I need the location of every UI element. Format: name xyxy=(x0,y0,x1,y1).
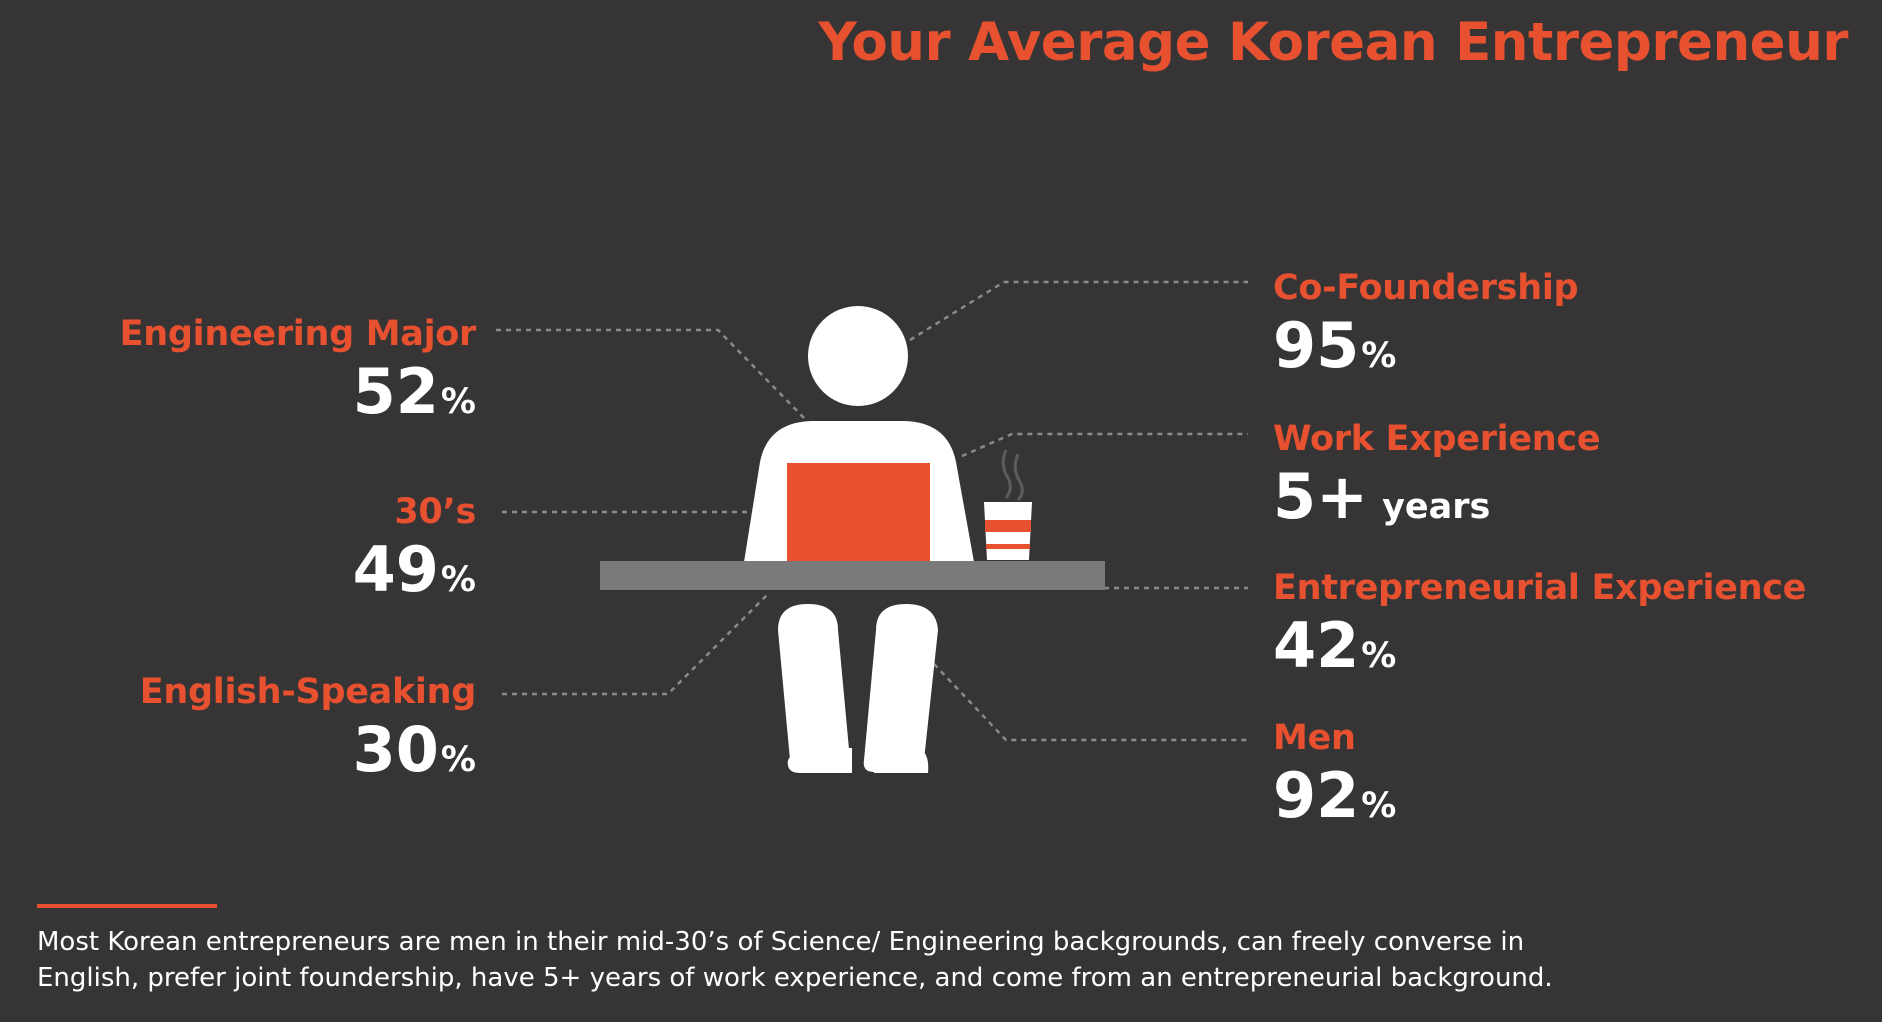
stat-entrepreneurial-experience: Entrepreneurial Experience 42% xyxy=(1273,566,1806,698)
coffee-cup-body xyxy=(984,502,1032,560)
stat-number: 30 xyxy=(352,713,439,786)
stat-number: 92 xyxy=(1273,759,1360,832)
stat-label: Engineering Major xyxy=(119,314,477,354)
stat-unit: % xyxy=(1361,786,1397,826)
stat-number: 52 xyxy=(352,355,439,428)
laptop-icon xyxy=(787,463,930,562)
person-icon xyxy=(744,306,974,773)
stat-value: 5+ years xyxy=(1273,461,1600,549)
stat-unit: % xyxy=(440,560,476,600)
stat-label: Co-Foundership xyxy=(1273,268,1579,308)
person-right-foot xyxy=(874,748,929,773)
stat-label: Work Experience xyxy=(1273,419,1601,459)
stat-men: Men 92% xyxy=(1273,716,1396,848)
stat-label: 30’s xyxy=(394,492,476,532)
stat-number: 5+ xyxy=(1273,460,1369,533)
person-right-leg xyxy=(863,604,938,772)
stat-value: 42% xyxy=(1273,610,1806,698)
stat-value: 49% xyxy=(353,534,476,622)
stat-number: 42 xyxy=(1273,609,1360,682)
coffee-steam xyxy=(1001,449,1012,499)
person-torso xyxy=(744,421,974,562)
person-left-leg xyxy=(778,604,851,772)
stat-age-30s: 30’s 49% xyxy=(353,490,477,622)
stat-unit: % xyxy=(440,740,476,780)
stat-unit: % xyxy=(1361,636,1397,676)
stat-label: English-Speaking xyxy=(139,672,477,712)
stat-work-experience: Work Experience 5+ years xyxy=(1273,417,1601,549)
stat-unit: years xyxy=(1382,487,1491,527)
stat-unit: % xyxy=(440,382,476,422)
stat-value: 30% xyxy=(140,714,476,802)
stat-number: 95 xyxy=(1273,309,1360,382)
coffee-steam xyxy=(1013,453,1024,502)
leader-lines xyxy=(496,280,1248,742)
leader-line-engineering-major xyxy=(496,328,807,421)
footer-summary: Most Korean entrepreneurs are men in the… xyxy=(37,927,1553,993)
stat-label: Men xyxy=(1273,718,1356,758)
leader-line-men xyxy=(933,663,1248,742)
coffee-cup-icon xyxy=(984,449,1032,560)
page-title: Your Average Korean Entrepreneur xyxy=(818,12,1848,73)
coffee-cup-stripe xyxy=(985,520,1031,532)
stat-number: 49 xyxy=(352,533,439,606)
stat-value: 92% xyxy=(1273,760,1396,848)
leader-line-work-experience xyxy=(961,432,1248,458)
stat-value: 52% xyxy=(120,356,476,444)
stat-engineering-major: Engineering Major 52% xyxy=(119,312,477,444)
stat-unit: % xyxy=(1361,336,1397,376)
stat-english-speaking: English-Speaking 30% xyxy=(139,670,477,802)
stat-value: 95% xyxy=(1273,310,1578,398)
person-head xyxy=(808,306,908,406)
coffee-cup-stripe xyxy=(986,544,1030,549)
person-left-foot xyxy=(787,748,852,773)
stat-label: Entrepreneurial Experience xyxy=(1273,568,1807,608)
desk-icon xyxy=(600,561,1105,590)
stat-co-foundership: Co-Foundership 95% xyxy=(1273,266,1579,398)
footer-divider xyxy=(37,904,217,908)
leader-line-english-speaking xyxy=(502,593,769,696)
leader-line-co-foundership xyxy=(909,280,1248,342)
